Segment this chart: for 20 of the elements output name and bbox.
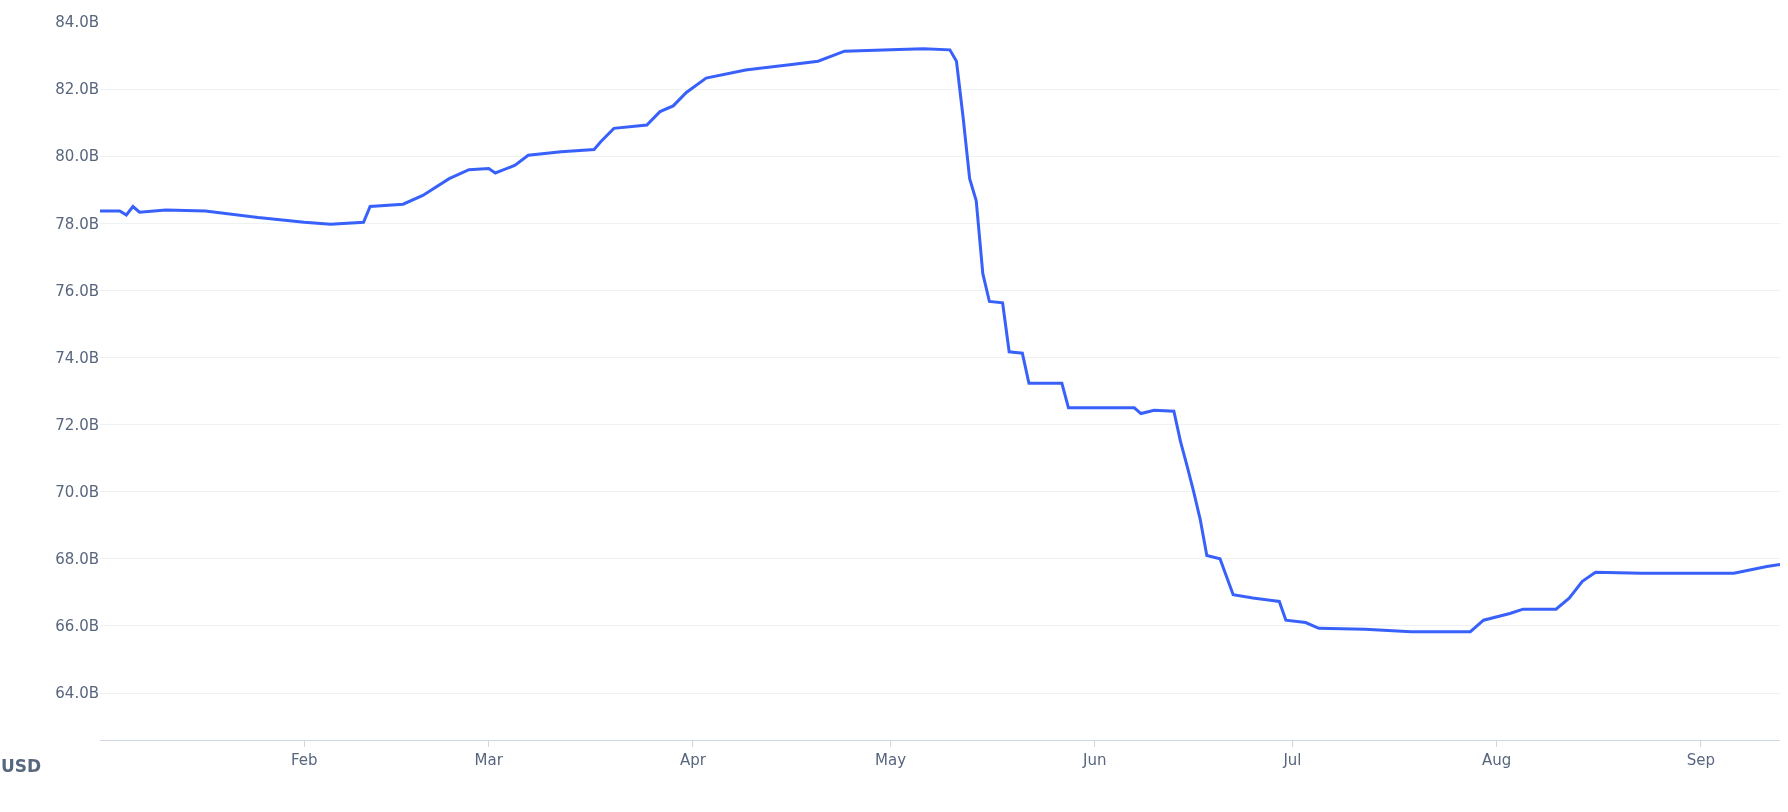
y-tick-label: 66.0B: [55, 617, 99, 636]
text: USD: [1, 756, 42, 776]
x-tick-label: Jul: [1282, 751, 1302, 769]
y-tick-label: 82.0B: [55, 80, 99, 99]
y-tick-label: 80.0B: [55, 147, 99, 166]
x-tick-label: Feb: [290, 751, 318, 769]
y-tick-label: 70.0B: [55, 482, 99, 501]
x-tick-label: Apr: [679, 751, 707, 769]
x-tick-label: Sep: [1686, 751, 1716, 769]
y-tick-label: 74.0B: [55, 348, 99, 367]
y-tick-label: 68.0B: [55, 550, 99, 569]
y-tick-label: 76.0B: [55, 281, 99, 300]
y-tick-label: 84.0B: [55, 13, 99, 32]
x-tick-label: Aug: [1482, 751, 1512, 769]
y-tick-label: 64.0B: [55, 684, 99, 703]
x-tick-label: May: [875, 751, 907, 769]
x-tick-label: Jun: [1082, 751, 1107, 769]
x-tick-label: Mar: [474, 751, 504, 769]
y-tick-label: 78.0B: [55, 214, 99, 233]
y-tick-label: 72.0B: [55, 415, 99, 434]
